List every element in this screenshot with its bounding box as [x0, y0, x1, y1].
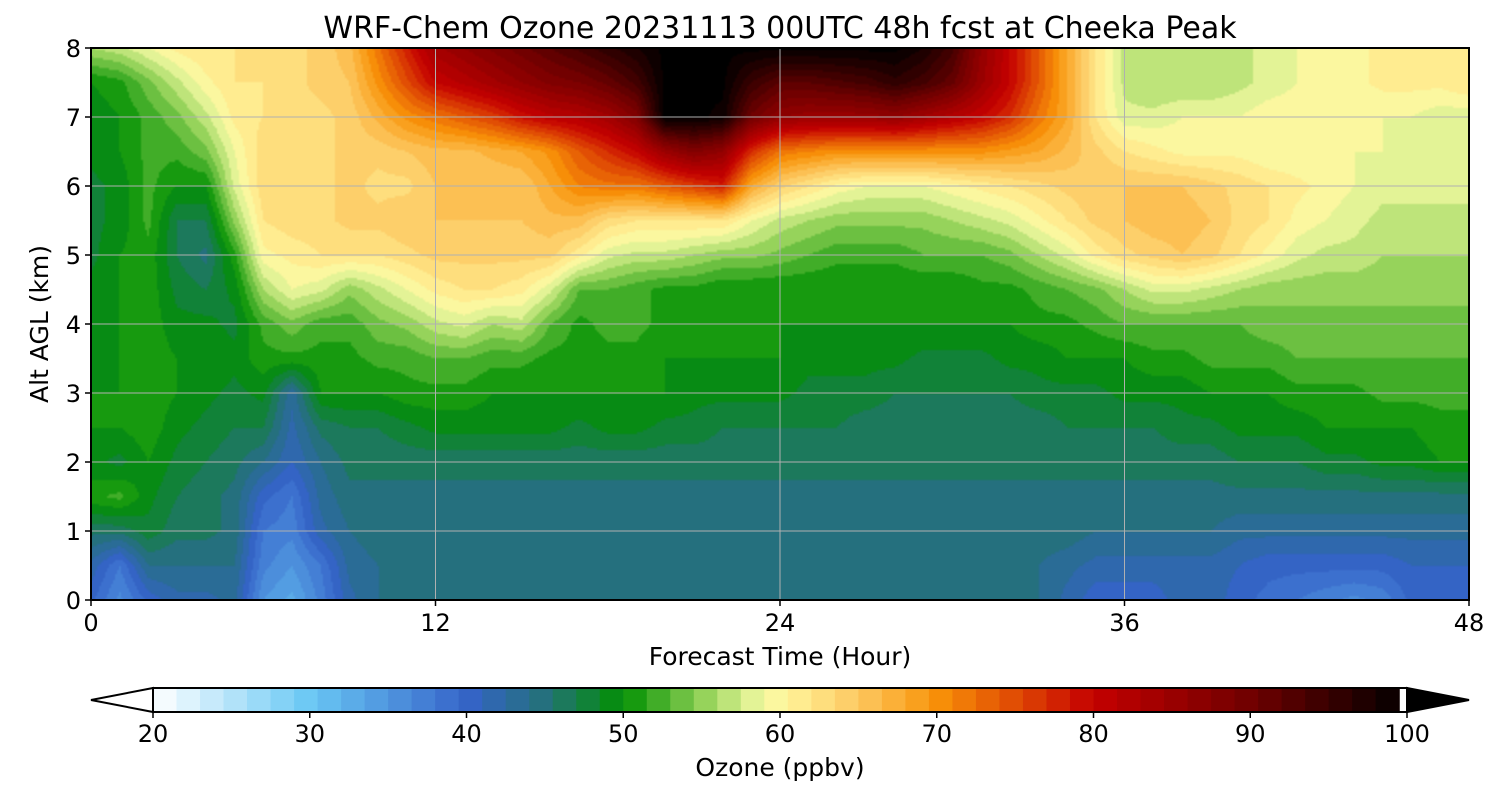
y-tick-label: 7 [66, 104, 81, 132]
colorbar-tick-label: 40 [451, 720, 482, 748]
chart-title: WRF-Chem Ozone 20231113 00UTC 48h fcst a… [323, 11, 1237, 46]
x-tick-label: 12 [420, 609, 451, 637]
y-tick-label: 8 [66, 35, 81, 63]
y-tick-label: 2 [66, 449, 81, 477]
colorbar-step [576, 688, 601, 712]
colorbar-step [364, 688, 389, 712]
y-tick-label: 0 [66, 587, 81, 615]
colorbar-extend-high [1406, 686, 1470, 714]
colorbar-step [1140, 688, 1165, 712]
colorbar-step [975, 688, 1001, 712]
colorbar-step [599, 688, 624, 712]
colorbar-step [341, 688, 366, 712]
colorbar-step [1375, 688, 1400, 712]
colorbar-step [176, 688, 201, 712]
colorbar-step [294, 688, 319, 712]
colorbar-step [1069, 688, 1095, 712]
colorbar-step [1352, 688, 1377, 712]
colorbar-step [458, 688, 483, 712]
x-tick-label: 36 [1109, 609, 1140, 637]
x-tick-label: 48 [1454, 609, 1485, 637]
colorbar-step [247, 688, 272, 712]
colorbar-step [270, 688, 295, 712]
colorbar: 20 30 40 50 60 70 80 90 100 Ozone (ppbv) [90, 686, 1470, 782]
colorbar-step [435, 688, 460, 712]
colorbar-step [623, 688, 648, 712]
colorbar-step [1164, 688, 1189, 712]
y-tick-label: 3 [66, 380, 81, 408]
colorbar-steps [153, 688, 1400, 712]
colorbar-step [787, 688, 812, 712]
colorbar-step [905, 688, 930, 712]
colorbar-step [1211, 688, 1236, 712]
colorbar-title: Ozone (ppbv) [695, 753, 864, 782]
colorbar-step [1305, 688, 1330, 712]
colorbar-step [999, 688, 1024, 712]
colorbar-step [834, 688, 859, 712]
colorbar-step [1234, 688, 1259, 712]
colorbar-step [529, 688, 554, 712]
colorbar-step [1258, 688, 1283, 712]
colorbar-extend-low [90, 686, 154, 714]
colorbar-step [153, 688, 178, 712]
x-axis: 0 12 24 36 48 [83, 600, 1484, 637]
colorbar-tick-label: 30 [294, 720, 325, 748]
colorbar-step [1046, 688, 1071, 712]
x-tick-label: 0 [83, 609, 98, 637]
y-tick-label: 5 [66, 242, 81, 270]
colorbar-step [952, 688, 977, 712]
colorbar-step [928, 688, 954, 712]
colorbar-step [411, 688, 436, 712]
colorbar-step [881, 688, 906, 712]
x-axis-title: Forecast Time (Hour) [649, 642, 912, 671]
y-axis-title: Alt AGL (km) [25, 245, 54, 403]
colorbar-step [505, 688, 530, 712]
colorbar-step [388, 688, 413, 712]
colorbar-step [717, 688, 742, 712]
y-tick-label: 6 [66, 173, 81, 201]
colorbar-step [811, 688, 836, 712]
colorbar-tick-label: 100 [1384, 720, 1430, 748]
colorbar-step [646, 688, 671, 712]
colorbar-step [1022, 688, 1048, 712]
colorbar-step [317, 688, 342, 712]
colorbar-step [1281, 688, 1306, 712]
colorbar-ticks: 20 30 40 50 60 70 80 90 100 [138, 712, 1430, 748]
y-tick-label: 4 [66, 311, 81, 339]
colorbar-step [764, 688, 789, 712]
y-axis: 0 1 2 3 4 5 6 7 8 [66, 35, 91, 615]
colorbar-step [223, 688, 248, 712]
colorbar-step [858, 688, 883, 712]
x-tick-label: 24 [765, 609, 796, 637]
colorbar-tick-label: 60 [765, 720, 796, 748]
colorbar-tick-label: 70 [921, 720, 952, 748]
colorbar-tick-label: 50 [608, 720, 639, 748]
colorbar-step [670, 688, 695, 712]
colorbar-step [1117, 688, 1142, 712]
colorbar-step [1187, 688, 1212, 712]
colorbar-step [552, 688, 577, 712]
y-tick-label: 1 [66, 518, 81, 546]
colorbar-tick-label: 80 [1078, 720, 1109, 748]
colorbar-step [200, 688, 225, 712]
colorbar-tick-label: 20 [138, 720, 169, 748]
colorbar-step [1328, 688, 1353, 712]
colorbar-step [740, 688, 765, 712]
colorbar-step [693, 688, 718, 712]
colorbar-tick-label: 90 [1235, 720, 1266, 748]
colorbar-step [482, 688, 507, 712]
colorbar-step [1093, 688, 1118, 712]
